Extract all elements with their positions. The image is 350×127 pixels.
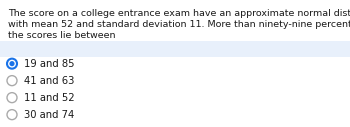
Circle shape — [7, 59, 17, 69]
Text: the scores lie between: the scores lie between — [8, 31, 116, 40]
Text: 30 and 74: 30 and 74 — [24, 110, 74, 120]
FancyBboxPatch shape — [0, 41, 350, 57]
Text: The score on a college entrance exam have an approximate normal distribution: The score on a college entrance exam hav… — [8, 9, 350, 18]
Text: 11 and 52: 11 and 52 — [24, 93, 75, 103]
Text: with mean 52 and standard deviation 11. More than ninety-nine percent of all: with mean 52 and standard deviation 11. … — [8, 20, 350, 29]
Circle shape — [7, 76, 17, 86]
Circle shape — [9, 61, 15, 66]
Circle shape — [7, 93, 17, 103]
Text: 19 and 85: 19 and 85 — [24, 59, 75, 69]
Text: 41 and 63: 41 and 63 — [24, 76, 74, 86]
Circle shape — [7, 110, 17, 120]
